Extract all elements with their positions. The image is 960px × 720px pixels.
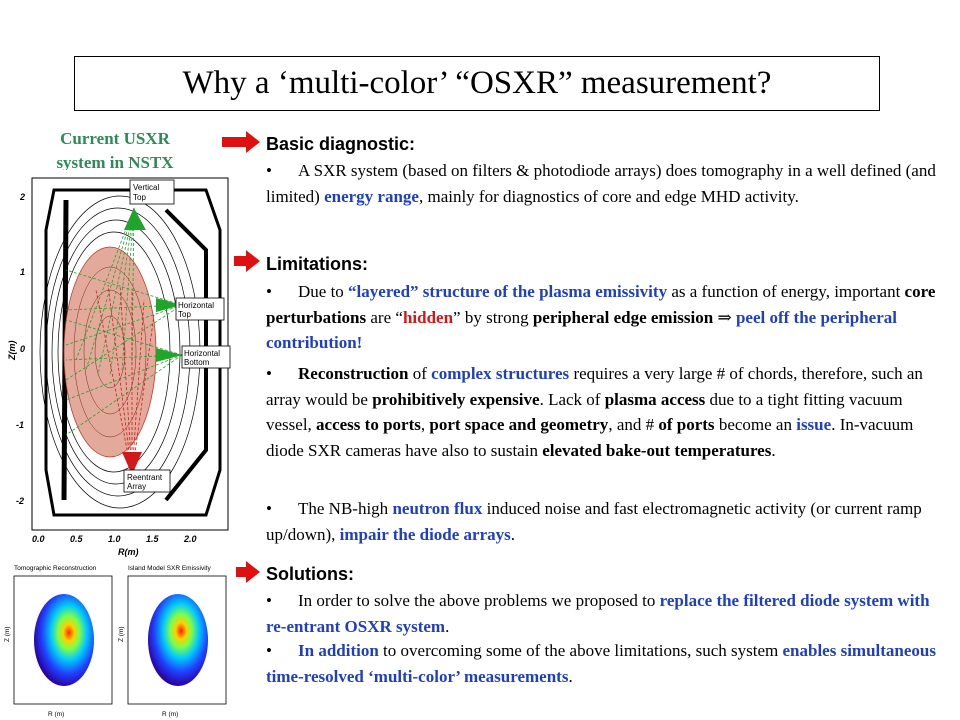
text-run: energy range [324,186,419,206]
plot1-emissivity [34,594,94,686]
text-run: enables simultaneous time-resolved ‘mult… [266,641,936,686]
text-run: . [568,666,573,686]
text-run: , [420,415,430,434]
figure-caption: Current USXR system in NSTX [30,127,200,175]
y-tick-1: 1 [20,267,25,277]
limitations-bullet-1: • Due to “layered” structure of the plasm… [266,282,936,353]
label-horizontal-top-2: Top [178,310,191,319]
plot1-ylabel: Z (m) [4,626,11,642]
text-run: port space and geometry [429,415,609,434]
text-run: , and # [608,415,659,434]
text-run: In addition [298,641,379,660]
plot2-emissivity [148,594,208,686]
y-tick-3: -1 [16,420,24,430]
text-run: neutron flux [392,499,483,518]
text-run: of ports [658,415,715,434]
plot1-frame [13,575,113,705]
heading-basic-diagnostic: Basic diagnostic: [266,134,416,154]
text-run: Reconstruction [298,364,409,383]
text-run: issue [796,415,832,434]
heading-limitations: Limitations: [266,254,368,274]
y-tick-4: -2 [16,496,24,506]
text-run: are “ [366,307,403,327]
x-tick-4: 2.0 [183,534,197,544]
x-axis-label: R(m) [118,547,139,557]
plot2-title: Island Model SXR Emissivity [128,565,211,572]
text-run: replace the filtered diode system with r… [266,591,930,636]
arrow-right-icon [222,561,260,583]
text-run: plasma access [604,389,706,409]
slide-title: Why a ‘multi-color’ “OSXR” measurement? [74,56,880,111]
text-run: access to ports [316,415,421,434]
text-run: Due to [298,282,349,301]
caption-line-1: Current USXR [60,129,170,148]
label-horizontal-bottom-1: Horizontal [184,349,220,358]
text-run: core perturbations [266,282,936,327]
label-vertical-top-1: Vertical [133,183,159,192]
arrow-right-icon [222,131,260,153]
text-run: elevated bake-out temperatures [542,440,772,460]
text-run: due to a tight fitting vacuum vessel, [266,389,903,435]
text-run: prohibitively expensive [372,389,540,409]
solutions-bullet-2: • In addition to overcoming some of the a… [266,641,936,686]
text-run: “layered” structure of the plasma emissi… [348,282,668,301]
plot2-ylabel: Z (m) [118,626,125,642]
text-run: . [445,616,450,636]
nstx-cross-section-figure: Vertical Top Horizontal Top Horizontal B… [6,170,234,560]
label-vertical-top-2: Top [133,193,146,202]
text-run: to overcoming some of the above limitati… [378,641,783,660]
label-horizontal-top-1: Horizontal [178,301,214,310]
text-run: as a function of energy, important [667,282,905,301]
caption-line-2: system in NSTX [56,153,174,172]
arrow-right-icon [222,250,260,272]
text-run: . [771,440,776,460]
text-run: become an [714,415,797,434]
plot2-frame [127,575,227,705]
limitations-bullet-3: • The NB-high neutron flux induced noise … [266,499,922,544]
label-reentrant-array-1: Reentrant [127,473,163,482]
text-run: The NB-high [298,499,393,518]
text-run: , mainly for diagnostics of core and edg… [418,186,799,206]
y-tick-0: 2 [19,192,25,202]
heading-solutions: Solutions: [266,564,354,584]
plot2-xlabel: R (m) [162,711,178,718]
x-tick-3: 1.5 [146,534,160,544]
limitations-bullet-2: • Reconstruction of complex structures re… [266,364,923,460]
plot1-xlabel: R (m) [48,711,64,718]
basic-bullet: • A SXR system (based on filters & photod… [266,161,936,206]
plot1-title: Tomographic Reconstruction [14,565,97,572]
y-tick-2: 0 [20,344,25,354]
text-run: requires a very large # of chords, there… [266,364,923,409]
x-tick-2: 1.0 [108,534,121,544]
text-run: . In-vacuum diode SXR cameras have also … [266,415,914,460]
text-run: of [408,364,432,383]
text-run: induced noise and fast electromagnetic a… [266,499,922,544]
text-run: ” by strong [453,307,533,327]
text-run: In order to solve the above problems we … [298,591,660,610]
label-reentrant-array-2: Array [127,482,146,491]
text-run: ⇒ [713,307,736,327]
text-run: A SXR system (based on filters & photodi… [266,161,936,206]
text-run: peripheral edge emission [532,307,714,327]
text-run: . Lack of [539,389,605,409]
text-run: . [510,524,516,544]
label-horizontal-bottom-2: Bottom [184,358,210,367]
y-axis-label: Z(m) [7,341,17,362]
text-run: hidden [402,307,454,327]
emissivity-plots: Tomographic Reconstruction Island Model … [2,562,236,718]
text-run: complex structures [431,364,570,383]
x-tick-0: 0.0 [32,534,45,544]
text-run: impair the diode arrays [339,524,511,544]
solutions-bullet-1: • In order to solve the above problems we… [266,591,930,636]
x-tick-1: 0.5 [70,534,84,544]
text-run: peel off the peripheral contribution! [266,307,897,353]
